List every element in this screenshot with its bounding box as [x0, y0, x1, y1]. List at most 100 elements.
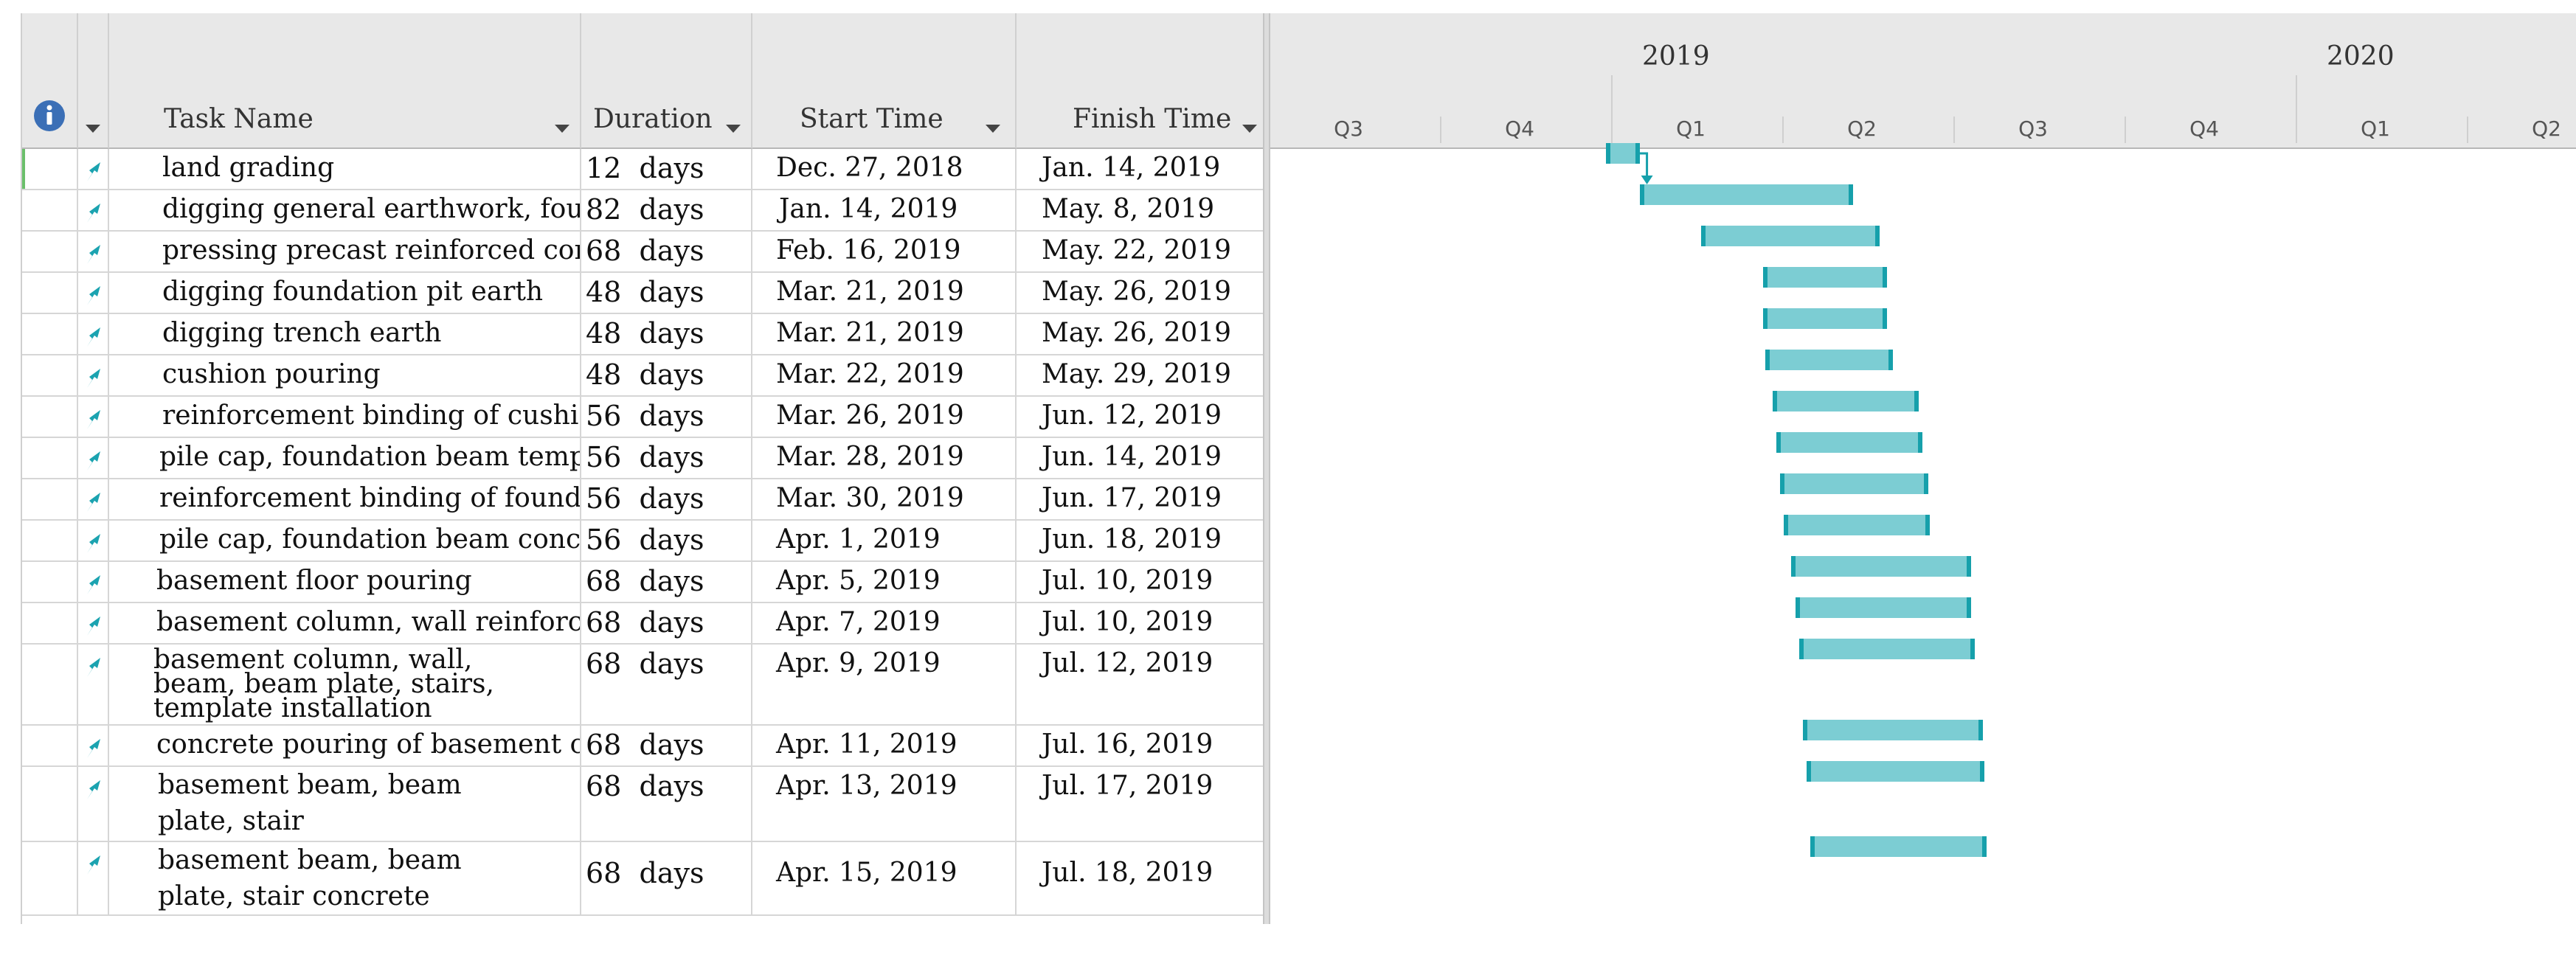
table-row[interactable]: reinforcement binding of cushi 56 days Mar…: [22, 397, 1269, 438]
gantt-bar[interactable]: [1763, 308, 1887, 329]
indicators-cell[interactable]: [22, 190, 78, 230]
task-name-cell[interactable]: basement beam, beam plate, stair concret…: [109, 842, 581, 914]
finish-time-cell[interactable]: Jul. 10, 2019: [1017, 603, 1269, 643]
table-row[interactable]: digging general earthwork, fou 82 days Jan…: [22, 190, 1269, 232]
task-name-cell[interactable]: basement column, wall reinforc: [109, 603, 581, 643]
start-time-cell[interactable]: Dec. 27, 2018: [752, 149, 1017, 189]
start-time-cell[interactable]: Mar. 22, 2019: [752, 355, 1017, 395]
table-row[interactable]: cushion pouring 48 days Mar. 22, 2019 May. …: [22, 355, 1269, 397]
duration-column-header[interactable]: Duration: [581, 13, 752, 149]
duration-cell[interactable]: 48 days: [581, 314, 752, 354]
duration-cell[interactable]: 68 days: [581, 645, 752, 724]
task-mode-filter-dropdown-icon[interactable]: [86, 125, 100, 133]
finish-time-cell[interactable]: Jun. 17, 2019: [1017, 479, 1269, 519]
indicators-cell[interactable]: [22, 314, 78, 354]
finish-time-cell[interactable]: May. 29, 2019: [1017, 355, 1269, 395]
task-name-filter-dropdown-icon[interactable]: [555, 125, 569, 133]
task-name-cell[interactable]: concrete pouring of basement c: [109, 726, 581, 765]
table-row[interactable]: pile cap, foundation beam conc 56 days Apr…: [22, 521, 1269, 562]
task-name-cell[interactable]: pile cap, foundation beam temp: [109, 438, 581, 478]
finish-time-cell[interactable]: Jul. 18, 2019: [1017, 842, 1269, 914]
indicators-cell[interactable]: [22, 232, 78, 271]
finish-time-filter-dropdown-icon[interactable]: [1242, 125, 1257, 133]
finish-time-cell[interactable]: May. 22, 2019: [1017, 232, 1269, 271]
gantt-bar[interactable]: [1802, 720, 1983, 740]
task-name-cell[interactable]: cushion pouring: [109, 355, 581, 395]
indicators-cell[interactable]: [22, 521, 78, 560]
duration-cell[interactable]: 56 days: [581, 521, 752, 560]
duration-cell[interactable]: 48 days: [581, 355, 752, 395]
start-time-cell[interactable]: Apr. 13, 2019: [752, 767, 1017, 841]
finish-time-cell[interactable]: May. 26, 2019: [1017, 314, 1269, 354]
finish-time-cell[interactable]: Jul. 16, 2019: [1017, 726, 1269, 765]
duration-cell[interactable]: 68 days: [581, 842, 752, 914]
start-time-cell[interactable]: Jan. 14, 2019: [752, 190, 1017, 230]
indicators-column-header[interactable]: [22, 13, 78, 149]
gantt-bar[interactable]: [1795, 597, 1972, 618]
duration-cell[interactable]: 56 days: [581, 397, 752, 437]
table-row[interactable]: land grading 12 days Dec. 27, 2018 Jan. 14,…: [22, 149, 1269, 190]
pane-splitter[interactable]: [1263, 13, 1270, 924]
gantt-bar[interactable]: [1639, 184, 1854, 205]
start-time-cell[interactable]: Mar. 28, 2019: [752, 438, 1017, 478]
finish-time-cell[interactable]: Jun. 14, 2019: [1017, 438, 1269, 478]
duration-cell[interactable]: 68 days: [581, 562, 752, 602]
gantt-bar[interactable]: [1776, 432, 1923, 453]
finish-time-cell[interactable]: Jul. 12, 2019: [1017, 645, 1269, 724]
finish-time-cell[interactable]: May. 26, 2019: [1017, 273, 1269, 313]
gantt-bar[interactable]: [1765, 350, 1893, 370]
start-time-cell[interactable]: Apr. 15, 2019: [752, 842, 1017, 914]
task-name-cell[interactable]: reinforcement binding of cushi: [109, 397, 581, 437]
gantt-bar[interactable]: [1791, 556, 1972, 577]
task-name-cell[interactable]: basement floor pouring: [109, 562, 581, 602]
indicators-cell[interactable]: [22, 562, 78, 602]
duration-cell[interactable]: 68 days: [581, 603, 752, 643]
start-time-column-header[interactable]: Start Time: [752, 13, 1017, 149]
task-mode-cell[interactable]: [78, 521, 109, 560]
gantt-bar[interactable]: [1810, 836, 1987, 857]
duration-cell[interactable]: 68 days: [581, 726, 752, 765]
duration-cell[interactable]: 68 days: [581, 767, 752, 841]
task-mode-cell[interactable]: [78, 438, 109, 478]
start-time-cell[interactable]: Mar. 30, 2019: [752, 479, 1017, 519]
task-mode-cell[interactable]: [78, 355, 109, 395]
indicators-cell[interactable]: [22, 603, 78, 643]
task-name-column-header[interactable]: Task Name: [109, 13, 581, 149]
duration-cell[interactable]: 12 days: [581, 149, 752, 189]
task-mode-cell[interactable]: [78, 479, 109, 519]
table-row[interactable]: basement column, wall reinforc 68 days Apr…: [22, 603, 1269, 645]
duration-cell[interactable]: 56 days: [581, 438, 752, 478]
task-mode-cell[interactable]: [78, 232, 109, 271]
indicators-cell[interactable]: [22, 355, 78, 395]
task-mode-cell[interactable]: [78, 562, 109, 602]
gantt-bar[interactable]: [1784, 515, 1931, 535]
start-time-cell[interactable]: Apr. 7, 2019: [752, 603, 1017, 643]
table-row[interactable]: basement beam, beam plate, stair reinfor…: [22, 767, 1269, 842]
task-mode-cell[interactable]: [78, 149, 109, 189]
task-name-cell[interactable]: basement column, wall, beam, beam plate,…: [109, 645, 581, 724]
finish-time-cell[interactable]: May. 8, 2019: [1017, 190, 1269, 230]
start-time-cell[interactable]: Apr. 11, 2019: [752, 726, 1017, 765]
task-name-cell[interactable]: digging foundation pit earth: [109, 273, 581, 313]
task-mode-cell[interactable]: [78, 273, 109, 313]
finish-time-cell[interactable]: Jun. 12, 2019: [1017, 397, 1269, 437]
indicators-cell[interactable]: [22, 397, 78, 437]
indicators-cell[interactable]: [22, 726, 78, 765]
gantt-bar[interactable]: [1605, 143, 1640, 164]
start-time-cell[interactable]: Mar. 26, 2019: [752, 397, 1017, 437]
indicators-cell[interactable]: [22, 273, 78, 313]
duration-cell[interactable]: 56 days: [581, 479, 752, 519]
duration-filter-dropdown-icon[interactable]: [726, 125, 741, 133]
gantt-bar[interactable]: [1763, 267, 1887, 288]
start-time-cell[interactable]: Mar. 21, 2019: [752, 314, 1017, 354]
task-name-cell[interactable]: land grading: [109, 149, 581, 189]
indicators-cell[interactable]: [22, 842, 78, 914]
indicators-cell[interactable]: [22, 438, 78, 478]
table-row[interactable]: digging trench earth 48 days Mar. 21, 2019…: [22, 314, 1269, 355]
table-row[interactable]: digging foundation pit earth 48 days Mar. …: [22, 273, 1269, 314]
table-row[interactable]: reinforcement binding of found 56 days Mar…: [22, 479, 1269, 521]
start-time-filter-dropdown-icon[interactable]: [986, 125, 1000, 133]
table-row[interactable]: basement column, wall, beam, beam plate,…: [22, 645, 1269, 726]
start-time-cell[interactable]: Apr. 9, 2019: [752, 645, 1017, 724]
task-mode-cell[interactable]: [78, 726, 109, 765]
